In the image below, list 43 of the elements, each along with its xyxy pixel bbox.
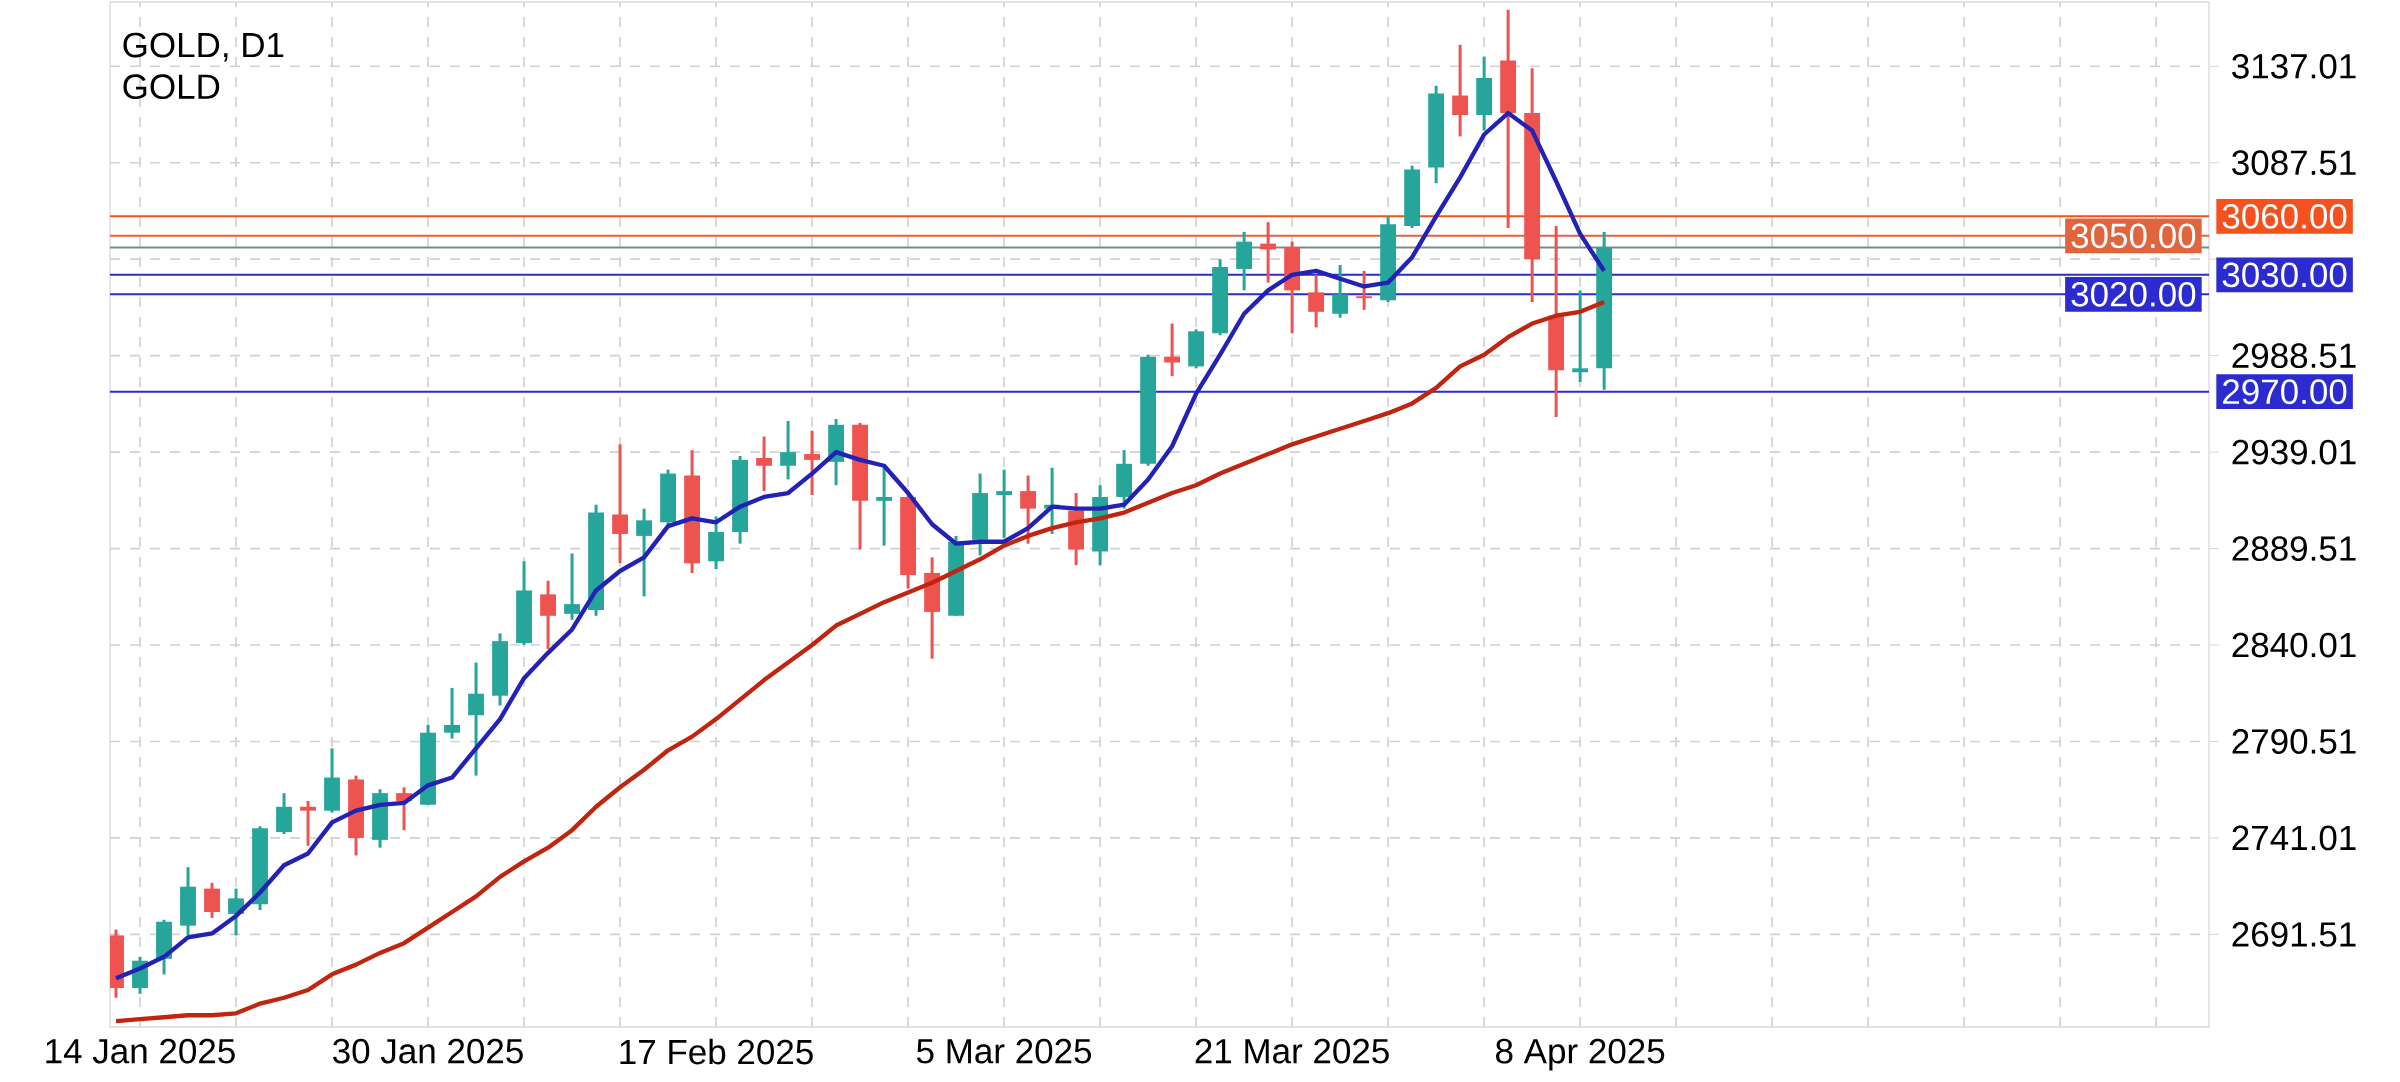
y-tick-label: 2840.01 bbox=[2232, 632, 2356, 658]
candlestick bbox=[540, 579, 556, 650]
candlestick bbox=[612, 444, 628, 564]
x-tick-label: 8 Apr 2025 bbox=[1496, 1039, 1665, 1071]
x-tick-label: 5 Mar 2025 bbox=[916, 1039, 1092, 1064]
candlestick bbox=[876, 466, 893, 546]
line-series bbox=[113, 300, 1607, 1024]
candlestick bbox=[300, 799, 316, 846]
candlestick bbox=[204, 881, 220, 919]
candlestick bbox=[1020, 475, 1037, 544]
candlestick bbox=[636, 507, 652, 597]
ref-line-label: 3030.00 bbox=[2222, 262, 2347, 288]
y-tick-label: 2691.51 bbox=[2232, 922, 2356, 948]
ref-line-label: 3050.00 bbox=[2071, 223, 2196, 249]
candlestick bbox=[468, 661, 484, 776]
candlestick bbox=[996, 468, 1013, 539]
y-tick-label: 3087.51 bbox=[2232, 150, 2356, 176]
candlestick bbox=[1572, 290, 1589, 383]
x-tick-label: 21 Mar 2025 bbox=[1195, 1039, 1389, 1064]
candlestick bbox=[804, 429, 820, 496]
candlestick bbox=[780, 419, 796, 480]
candlestick bbox=[1452, 43, 1469, 137]
y-tick-label: 2889.51 bbox=[2232, 536, 2356, 562]
ref-line-label: 2970.00 bbox=[2223, 379, 2347, 405]
y-tick-label: 2988.51 bbox=[2232, 343, 2356, 369]
candlestick bbox=[1332, 265, 1349, 318]
candlestick bbox=[444, 686, 460, 739]
ref-line-label: 3060.00 bbox=[2222, 204, 2347, 229]
line-series bbox=[113, 111, 1607, 981]
ref-line-label: 3020.00 bbox=[2071, 282, 2196, 307]
y-tick-label: 2939.01 bbox=[2232, 439, 2356, 465]
text: GOLD bbox=[123, 74, 220, 100]
candlestick bbox=[1356, 269, 1373, 311]
y-tick-label: 2741.01 bbox=[2232, 825, 2356, 851]
candlestick bbox=[1308, 273, 1325, 328]
x-tick-label: 14 Jan 2025 bbox=[46, 1039, 235, 1064]
text: GOLD, D1 bbox=[123, 32, 284, 62]
x-tick-label: 30 Jan 2025 bbox=[333, 1039, 523, 1064]
y-tick-label: 3137.01 bbox=[2232, 54, 2356, 79]
candlestick bbox=[564, 553, 580, 620]
y-tick-label: 2790.51 bbox=[2232, 729, 2356, 755]
x-tick-label: 17 Feb 2025 bbox=[620, 1038, 813, 1065]
candlestick bbox=[756, 436, 772, 492]
